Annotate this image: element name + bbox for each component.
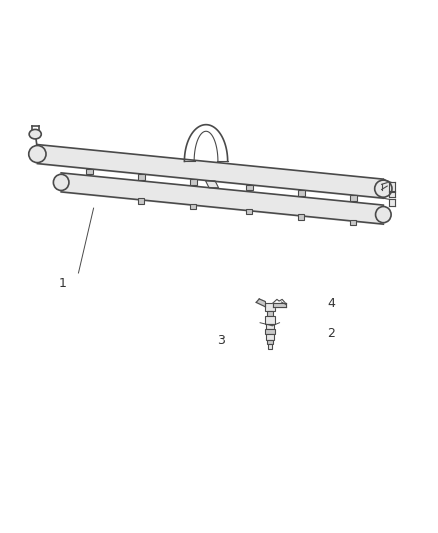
Polygon shape (266, 334, 274, 340)
Ellipse shape (29, 130, 41, 139)
Polygon shape (138, 174, 145, 180)
Polygon shape (298, 214, 304, 220)
Polygon shape (86, 169, 93, 174)
Ellipse shape (53, 174, 69, 190)
Polygon shape (267, 340, 273, 344)
Ellipse shape (374, 180, 392, 197)
Ellipse shape (375, 206, 391, 223)
Polygon shape (256, 299, 265, 306)
Polygon shape (190, 179, 197, 185)
Polygon shape (205, 181, 219, 188)
Ellipse shape (29, 146, 46, 163)
Polygon shape (350, 195, 357, 201)
Polygon shape (265, 316, 275, 324)
Polygon shape (246, 209, 252, 214)
Text: 2: 2 (327, 327, 335, 340)
Text: 4: 4 (327, 297, 335, 310)
Polygon shape (265, 303, 275, 311)
Polygon shape (298, 190, 304, 196)
Text: 3: 3 (217, 334, 225, 346)
Polygon shape (138, 198, 144, 204)
Polygon shape (350, 220, 356, 225)
Polygon shape (190, 204, 196, 209)
Polygon shape (268, 344, 272, 349)
Polygon shape (265, 329, 275, 334)
Text: 1: 1 (59, 277, 67, 290)
Polygon shape (266, 324, 274, 329)
Polygon shape (267, 311, 273, 316)
Polygon shape (246, 185, 253, 190)
